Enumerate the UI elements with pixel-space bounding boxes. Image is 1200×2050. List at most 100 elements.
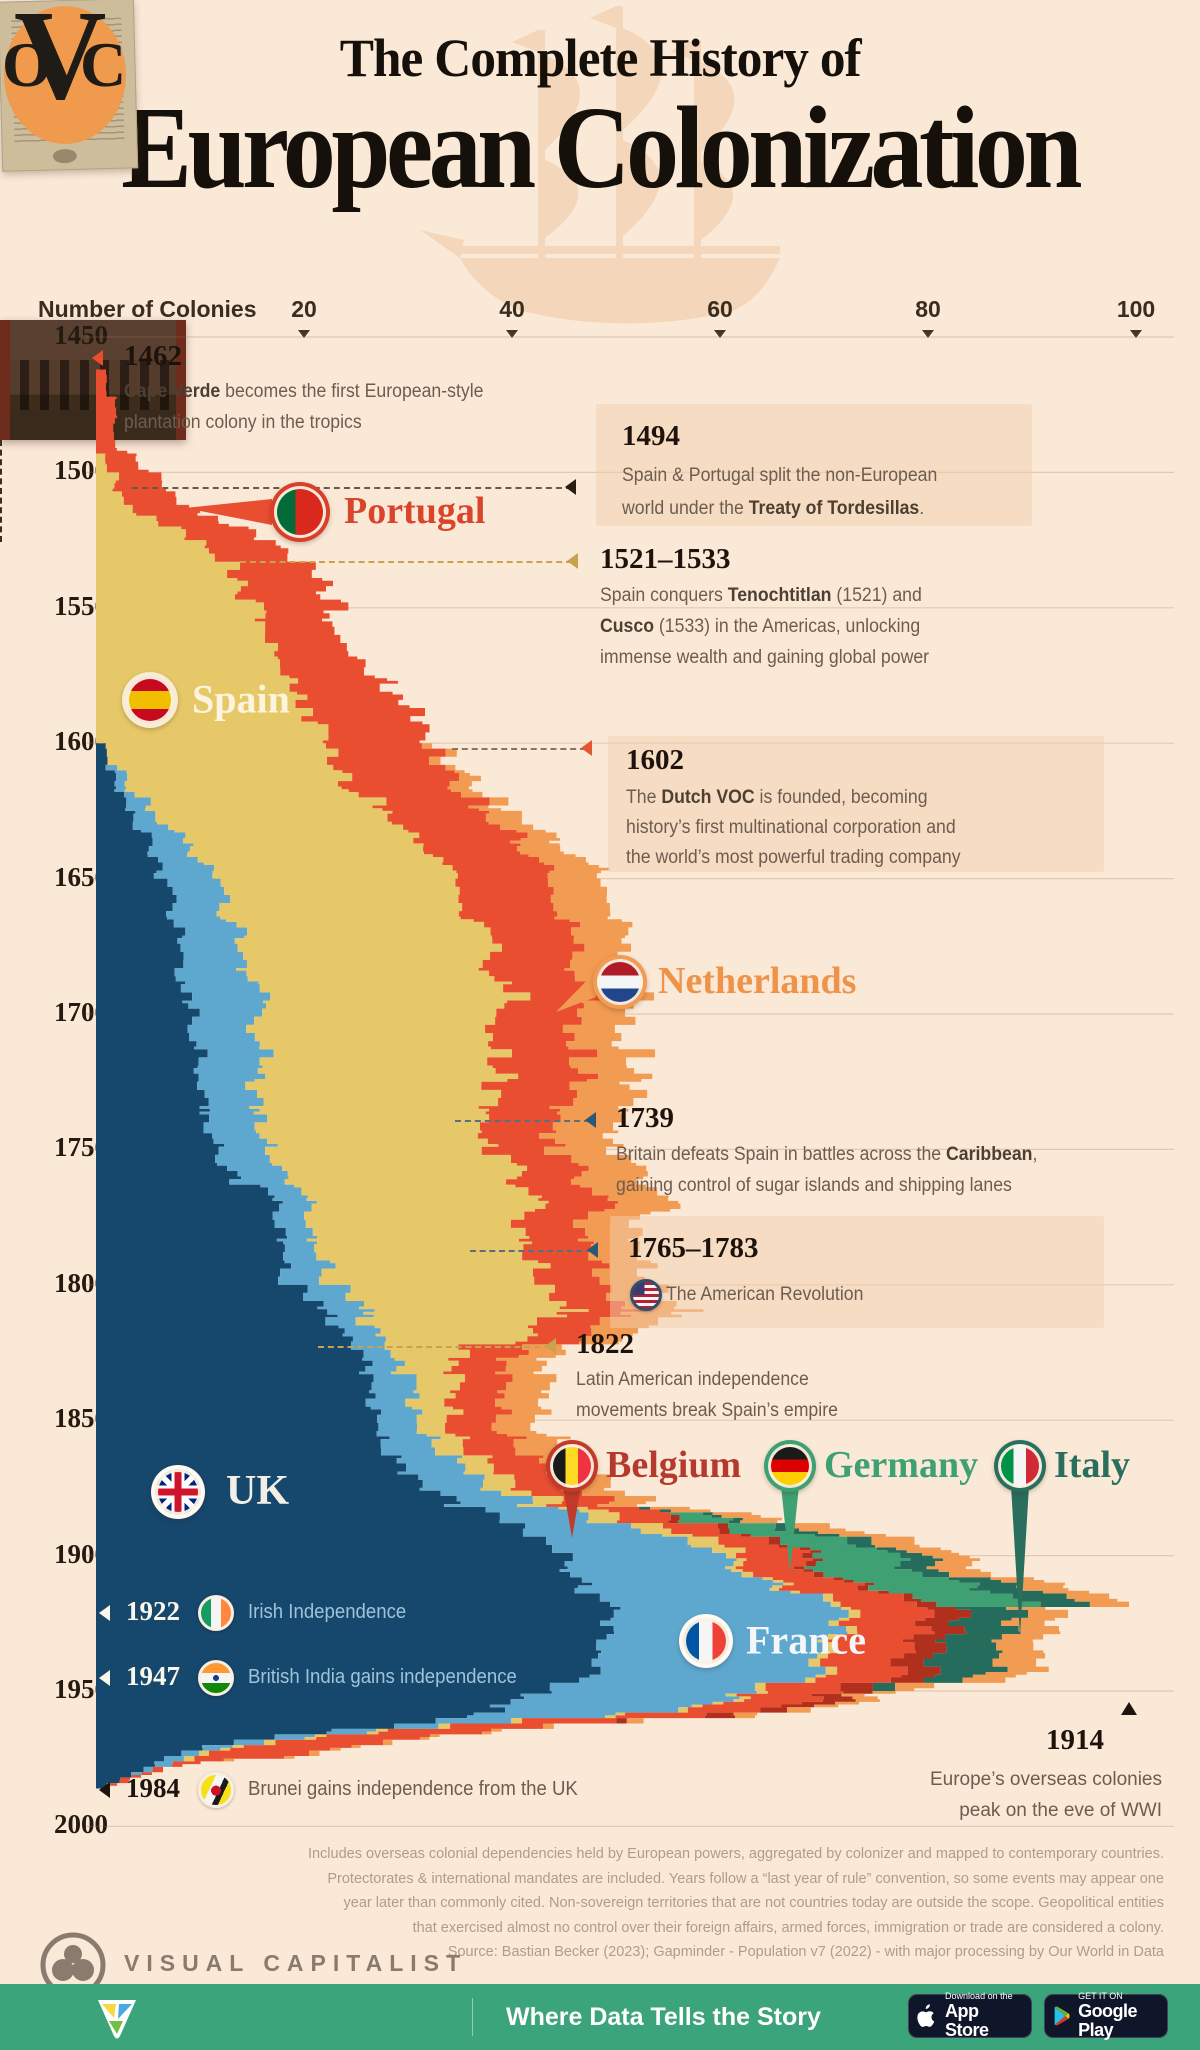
annotation-line-text: Spain & Portugal split the non-European <box>622 465 937 487</box>
annotation-bold-text: Cusco <box>600 616 655 637</box>
annotation-box-1602 <box>608 736 1104 872</box>
belgium-flag-icon <box>550 1444 594 1488</box>
annotation-text: movements break Spain’s empire <box>576 1400 838 1421</box>
annotation-text: (1521) and <box>831 585 922 606</box>
annotation-heading-1462: 1462 <box>124 339 182 372</box>
annotation-line: Cape Verde becomes the first European-st… <box>124 381 511 403</box>
annotation-bold-text: Cape Verde <box>124 381 221 402</box>
treaty-seal <box>52 148 78 164</box>
country-label-portugal: Portugal <box>344 490 486 533</box>
leader-line-1822 <box>318 1346 550 1348</box>
left-arrow-icon <box>567 553 578 569</box>
annotation-text: The American Revolution <box>666 1284 864 1305</box>
title-line-2: European Colonization <box>121 81 1083 213</box>
leader-line-1602 <box>452 748 586 750</box>
annotation-heading-1739: 1739 <box>616 1101 674 1134</box>
annotation-heading-1914: 1914 <box>1046 1723 1104 1756</box>
annotation-text: Britain defeats Spain in battles across … <box>616 1144 947 1165</box>
germany-flag-icon <box>768 1444 812 1488</box>
annotation-line: Spain conquers Tenochtitlan (1521) and <box>600 585 946 607</box>
annotation-line: world under the Treaty of Tordesillas. <box>622 498 947 520</box>
annotation-text: . <box>919 498 925 519</box>
tick-arrow-icon <box>714 330 726 338</box>
country-label-france: France <box>746 1617 866 1663</box>
annotation-text: Latin American independence <box>576 1369 809 1390</box>
tick-arrow-icon <box>506 330 518 338</box>
annotation-line: The Dutch VOC is founded, becoming <box>626 787 950 809</box>
spain-flag-pin <box>122 672 178 728</box>
annotation-line: plantation colony in the tropics <box>124 412 380 434</box>
italy-flag-icon <box>998 1444 1042 1488</box>
annotation-text: becomes the first European-style <box>220 381 484 402</box>
voc-circle <box>4 6 126 144</box>
italy-pin-tail <box>1011 1486 1029 1636</box>
leader-portugal <box>185 499 272 525</box>
leader-line-1765-1783 <box>470 1250 592 1252</box>
area-france <box>105 764 849 1775</box>
voronoi-logo-icon <box>98 2000 136 2039</box>
annotation-text: is founded, becoming <box>754 787 928 808</box>
annotation-layer: 1462 Cape Verde becomes the first Europea… <box>0 0 1200 1821</box>
annotation-line-text: Cusco (1533) in the Americas, unlocking <box>600 616 920 638</box>
footer-tagline: Where Data Tells the Story <box>506 2003 821 2031</box>
annotation-line: Europe’s overseas colonies <box>929 1769 1162 1790</box>
left-arrow-icon <box>545 1338 556 1354</box>
peak-dashed-line-1914 <box>0 440 2 542</box>
event-year-1984: 1984 <box>126 1772 180 1803</box>
axis-tick-value: 100 <box>1116 296 1156 322</box>
netherlands-flag-pin <box>593 955 647 1009</box>
annotation-line-text: the world’s most powerful trading compan… <box>626 847 961 869</box>
annotation-bold-text: Dutch VOC <box>661 787 755 808</box>
annotation-line: Cusco (1533) in the Americas, unlocking <box>600 616 944 638</box>
country-label-belgium: Belgium <box>606 1444 742 1487</box>
footnote-line: that exercised almost no control over th… <box>412 1919 1164 1936</box>
up-arrow-icon <box>1121 1702 1137 1715</box>
footnote-line: Includes overseas colonial dependencies … <box>307 1846 1164 1862</box>
left-arrow-icon <box>99 1605 110 1621</box>
page-title: The Complete History of European Coloniz… <box>0 30 1200 207</box>
annotation-line-text: movements break Spain’s empire <box>576 1400 838 1422</box>
annotation-line-text: Cape Verde becomes the first European-st… <box>124 381 483 403</box>
event-label: Brunei gains independence from the UK <box>248 1778 578 1801</box>
annotation-text: (1533) in the Americas, unlocking <box>654 616 921 637</box>
leader-line-1739 <box>455 1120 590 1122</box>
left-arrow-icon <box>565 479 576 495</box>
country-label-spain: Spain <box>192 676 290 722</box>
left-arrow-icon <box>99 1670 110 1686</box>
france-flag-icon <box>683 1618 729 1664</box>
google-play-badge-label: Google Play <box>1078 2000 1138 2040</box>
netherlands-flag-icon <box>597 959 643 1005</box>
google-play-badge[interactable]: GET IT ON Google Play <box>1044 1991 1168 2040</box>
tick-arrow-icon <box>1130 330 1142 338</box>
leader-netherlands <box>556 971 596 1012</box>
annotation-line-text: world under the Treaty of Tordesillas. <box>622 498 924 520</box>
italy-flag-pin <box>994 1440 1046 1492</box>
annotation-text: history’s first multinational corporatio… <box>626 817 956 838</box>
area-spain <box>96 453 861 1762</box>
annotation-bold-text: Caribbean <box>946 1144 1033 1165</box>
event-text-1947: British India gains independence <box>248 1666 537 1689</box>
app-store-badge[interactable]: Download on the App Store <box>908 1991 1032 2039</box>
annotation-line: Latin American independence <box>576 1369 826 1391</box>
year-label: 1450 <box>54 319 108 350</box>
annotation-text: gaining control of sugar islands and shi… <box>616 1175 1012 1196</box>
annotation-text: the world’s most powerful trading compan… <box>626 847 961 868</box>
belgium-pin-tail <box>563 1486 581 1538</box>
annotation-line: history’s first multinational corporatio… <box>626 817 981 839</box>
uk-flag-icon <box>155 1469 201 1515</box>
left-arrow-icon <box>581 740 592 756</box>
annotation-text: Spain & Portugal split the non-European <box>622 465 938 486</box>
annotation-line: The American Revolution <box>666 1284 878 1306</box>
left-arrow-icon <box>585 1112 596 1128</box>
american-revolution-painting <box>0 320 186 440</box>
area-uk <box>96 743 621 1789</box>
annotation-text: immense wealth and gaining global power <box>600 647 930 668</box>
uk-flag-pin <box>151 1465 205 1519</box>
annotation-heading-1765-1783: 1765–1783 <box>628 1231 759 1264</box>
leader-line-1521-1533 <box>240 561 572 563</box>
axis-tick-value: 40 <box>499 296 525 322</box>
event-year-1947: 1947 <box>126 1660 180 1691</box>
axis-tick-value: 80 <box>915 296 941 322</box>
year-label: 2000 <box>54 1809 108 1840</box>
